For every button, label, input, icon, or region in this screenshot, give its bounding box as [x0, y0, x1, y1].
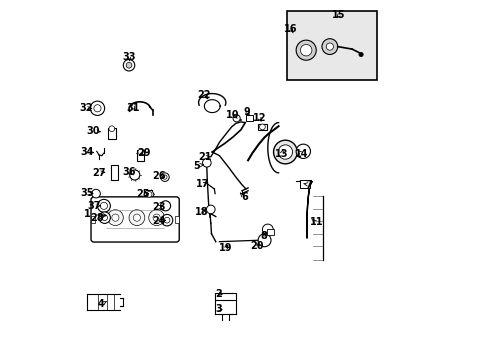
Bar [91, 216, 95, 223]
Circle shape [300, 44, 311, 56]
Circle shape [129, 170, 140, 180]
Text: 30: 30 [86, 126, 100, 136]
Circle shape [258, 234, 270, 247]
Text: 5: 5 [193, 161, 200, 171]
Circle shape [296, 40, 316, 60]
Circle shape [321, 39, 337, 54]
Text: 3: 3 [215, 304, 222, 314]
Text: 16: 16 [283, 24, 297, 34]
Circle shape [233, 115, 240, 122]
Text: 29: 29 [137, 148, 150, 158]
Circle shape [133, 214, 140, 221]
Bar [245, 116, 253, 121]
Circle shape [164, 217, 169, 223]
Circle shape [97, 199, 110, 212]
Text: 35: 35 [81, 188, 94, 198]
Text: 2: 2 [215, 289, 222, 299]
Text: 34: 34 [81, 147, 94, 157]
Circle shape [206, 205, 215, 214]
Text: 33: 33 [122, 52, 136, 62]
FancyBboxPatch shape [91, 197, 179, 242]
Circle shape [161, 215, 172, 226]
Bar [111, 165, 118, 180]
Circle shape [92, 189, 100, 198]
Text: 18: 18 [194, 207, 208, 217]
Text: 28: 28 [90, 213, 104, 222]
Circle shape [90, 101, 104, 116]
Text: 13: 13 [274, 149, 288, 159]
Circle shape [262, 224, 273, 235]
Circle shape [129, 210, 144, 226]
Circle shape [94, 105, 101, 112]
Text: 36: 36 [122, 167, 136, 177]
Text: 22: 22 [197, 90, 211, 100]
Text: 37: 37 [88, 201, 101, 211]
Circle shape [146, 192, 152, 197]
Circle shape [112, 214, 119, 221]
Text: 7: 7 [305, 180, 312, 190]
Circle shape [148, 210, 164, 226]
Circle shape [107, 210, 123, 226]
Circle shape [102, 215, 107, 221]
Text: 14: 14 [295, 149, 308, 159]
Bar [108, 128, 116, 139]
Circle shape [163, 175, 167, 179]
Text: 20: 20 [250, 241, 264, 251]
Circle shape [259, 124, 265, 130]
Text: 10: 10 [226, 111, 239, 121]
Circle shape [358, 52, 363, 57]
Circle shape [160, 173, 169, 181]
Circle shape [109, 126, 115, 132]
Circle shape [100, 202, 107, 210]
Bar [136, 150, 144, 161]
Text: 23: 23 [152, 202, 165, 212]
Text: 25: 25 [136, 189, 149, 199]
Bar [286, 12, 376, 80]
Circle shape [138, 149, 142, 154]
Text: 26: 26 [152, 171, 165, 181]
Bar [257, 124, 266, 130]
Text: 9: 9 [244, 107, 250, 117]
Circle shape [278, 145, 292, 159]
Bar [266, 229, 273, 234]
Circle shape [160, 201, 170, 211]
Text: 15: 15 [332, 10, 345, 20]
Text: 8: 8 [260, 231, 266, 240]
Text: 24: 24 [152, 216, 165, 226]
Bar [215, 293, 236, 300]
Text: 12: 12 [252, 113, 266, 123]
Text: 31: 31 [126, 103, 140, 113]
Text: 17: 17 [196, 179, 209, 189]
Circle shape [296, 144, 310, 158]
Text: 11: 11 [309, 217, 322, 227]
Text: 21: 21 [198, 152, 211, 162]
Circle shape [153, 214, 160, 221]
Circle shape [273, 140, 297, 164]
Circle shape [123, 59, 135, 71]
Text: 27: 27 [92, 168, 106, 178]
Text: 6: 6 [241, 192, 247, 202]
Text: 19: 19 [219, 243, 232, 253]
Circle shape [325, 43, 333, 50]
Circle shape [126, 62, 132, 68]
Text: 32: 32 [79, 103, 93, 113]
Bar [175, 216, 179, 223]
Circle shape [202, 158, 211, 167]
Circle shape [99, 212, 110, 224]
Bar [299, 180, 309, 188]
Text: 1: 1 [84, 209, 91, 219]
Text: 4: 4 [98, 300, 104, 310]
